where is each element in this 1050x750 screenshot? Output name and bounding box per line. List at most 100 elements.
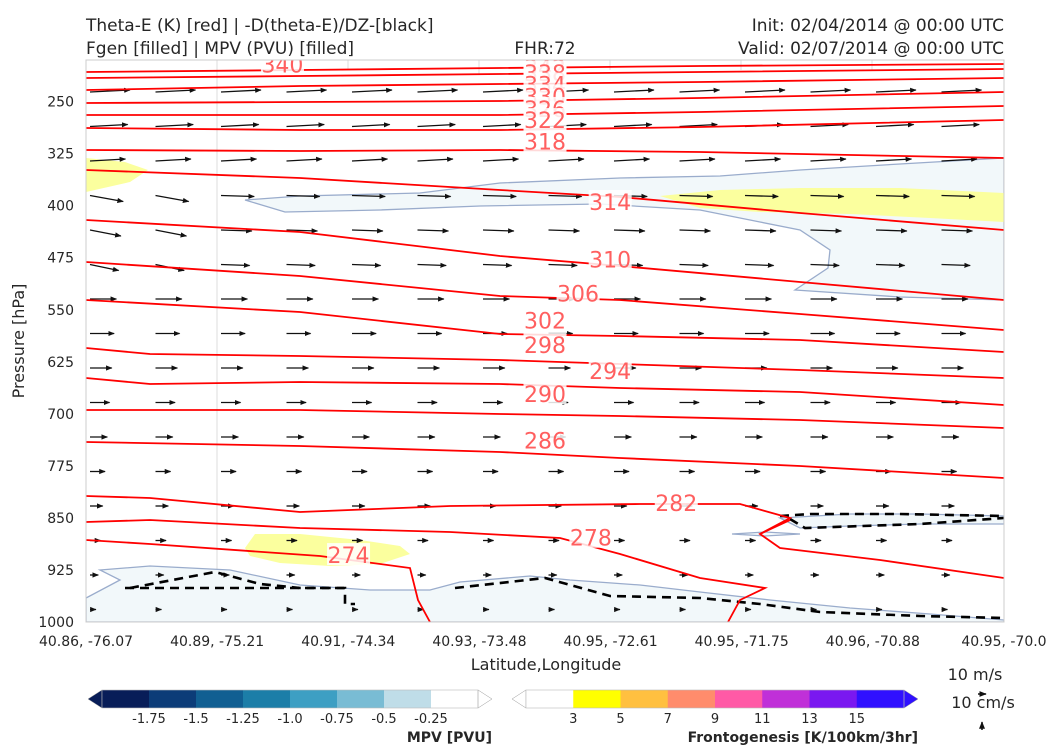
wind-arrow [155,194,190,204]
wind-arrow [875,228,908,234]
colorbar-extend-left [511,689,527,709]
contour-label-318: 318 [524,131,566,156]
x-tick-label: 40.95, -71.75 [695,634,789,650]
wind-arrow [155,87,197,93]
wind-arrow [417,87,459,93]
wind-arrow [941,87,983,93]
fgen-fill-upper-left [86,158,148,192]
y-tick-label: 325 [47,147,74,163]
wind-arrow [1007,265,1036,266]
wind-arrow [744,262,775,268]
contour-label-bg [654,491,698,514]
colorbar-tick-label: -1.5 [183,712,208,727]
colorbar-frame [101,689,479,709]
theta-e-282-branch [759,519,791,535]
wind-arrow [875,262,906,268]
wind-arrow [941,262,971,268]
wind-arrow [89,229,122,238]
wind-arrow [679,262,709,268]
wind-arrow [89,87,131,93]
colorbar-extend-left [87,689,103,709]
quiver-key: 10 m/s 10 cm/s [948,665,1015,730]
colorbar-tick-label: 5 [616,712,624,727]
wind-arrow [679,122,718,128]
colorbar-swatch [620,690,669,708]
wind-arrow [810,193,845,199]
mpv-colorbar: -1.75 -1.5 -1.25 -1.0 -0.75 -0.5 -0.25 [87,689,493,727]
x-axis-ticks: 40.86, -76.07 40.89, -75.21 40.91, -74.34 4… [39,634,1047,650]
wind-arrow [941,193,976,199]
wind-arrow [417,193,452,199]
contour-label-306: 306 [557,283,599,308]
theta-e-298-line [86,347,1004,379]
colorbar-swatch [337,690,385,708]
colorbar-swatch [526,690,574,708]
colorbar-tick-label: 7 [664,712,672,727]
theta-e-310-line [86,219,1004,301]
wind-arrow [810,87,852,93]
colorbar-tick-label: -1.75 [132,712,166,727]
wind-arrow [875,156,913,162]
wind-arrow [1007,196,1040,197]
contour-label-290: 290 [524,383,566,408]
contour-label-bg [523,332,567,355]
wind-arrow [875,193,910,199]
wind-vectors [89,87,1040,613]
theta-e-contours [86,63,1004,622]
colorbar-swatch [762,690,810,708]
wind-arrow [548,156,585,162]
colorbar-swatch [431,690,479,708]
theta-e-326-line [86,105,1004,116]
plot-frame [85,59,1005,623]
wind-arrow [220,262,251,268]
fgen-colorbar-title: Frontogenesis [K/100km/3hr] [688,730,918,746]
wind-arrow [286,228,319,234]
wind-arrow [286,193,321,199]
y-tick-label: 850 [47,511,74,527]
wind-arrow [613,228,646,234]
x-axis-label: Latitude,Longitude [471,655,622,674]
contour-label-bg [523,428,567,451]
wind-arrow [417,122,456,128]
contour-label-bg [523,129,567,152]
contour-label-282: 282 [655,492,697,517]
contour-label-274: 274 [328,544,370,569]
wind-arrow [155,122,194,128]
contour-label-bg [523,382,567,405]
wind-arrow [810,122,849,128]
wind-arrow [351,193,386,199]
colorbar-tick-label: 13 [801,712,818,727]
wind-arrow [613,156,651,162]
colorbar-extend-right [477,689,493,709]
mpv-region-lower [86,565,1004,622]
y-tick-label: 400 [47,199,74,215]
title-line-2: Fgen [filled] | MPV (PVU) [filled] [86,39,354,59]
x-tick-label: 40.93, -73.48 [432,634,526,650]
wind-arrow [679,193,714,199]
wind-arrow [351,156,389,162]
colorbar-swatch [290,690,338,708]
colorbar-tick-label: -0.5 [371,712,396,727]
wind-arrow [220,156,258,162]
y-tick-label: 775 [47,459,74,475]
colorbar-tick-label: -0.75 [320,712,354,727]
x-tick-label: 40.91, -74.34 [301,634,395,650]
contour-label-bg [588,189,632,212]
contour-label-302: 302 [524,310,566,335]
colorbar-swatch [243,690,291,708]
wind-arrow [941,156,978,162]
contour-label-298: 298 [524,334,566,359]
y-tick-label: 550 [47,303,74,319]
wind-arrow [89,156,127,162]
wind-arrow [744,87,786,93]
theta-e-314-line [86,169,1004,231]
wind-arrow [875,122,915,128]
stability-contours [125,512,1004,620]
wind-arrow [679,228,712,234]
colorbar-swatch [149,690,197,708]
contour-label-bg [588,247,632,270]
title-line-1: Theta-E (K) [red] | -D(theta-E)/DZ-[blac… [85,16,434,36]
colorbar-swatch [196,690,244,708]
contour-label-340: 340 [261,54,303,79]
